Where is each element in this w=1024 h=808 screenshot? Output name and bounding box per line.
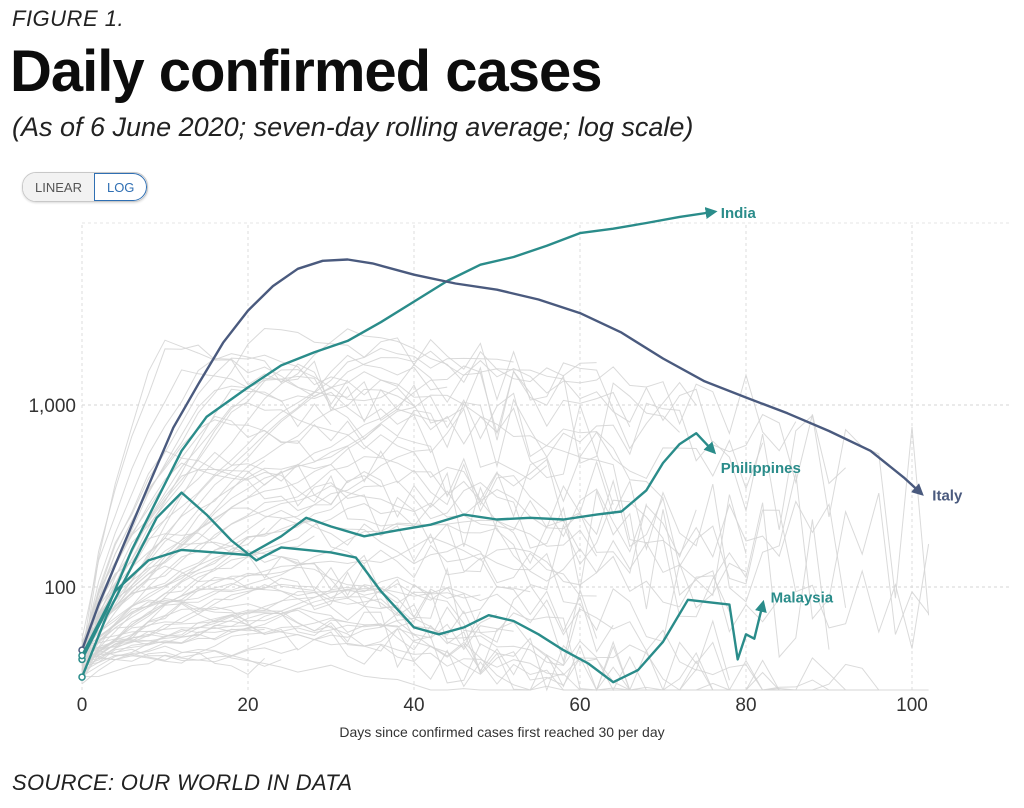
- background-country-line: [81, 626, 713, 691]
- background-country-line: [81, 647, 298, 663]
- background-country-line: [81, 369, 664, 646]
- series-label-india: India: [721, 205, 757, 222]
- series-line-italy: [80, 258, 924, 651]
- background-country-line: [81, 415, 697, 647]
- background-country-line: [81, 576, 481, 665]
- log-scale-button[interactable]: LOG: [93, 173, 148, 201]
- line-chart: 0 20 40 60 80 100 100 1,000 Days since confirmed…: [28, 205, 1010, 740]
- series-line-malaysia: [80, 491, 767, 684]
- background-country-line: [81, 354, 631, 660]
- background-country-line: [81, 645, 265, 676]
- background-country-line: [81, 550, 598, 672]
- background-country-line: [81, 394, 764, 642]
- background-country-line: [81, 588, 431, 666]
- background-country-line: [81, 507, 747, 673]
- x-tick-label: 100: [896, 695, 928, 716]
- background-country-line: [81, 328, 597, 661]
- series-start-point: [78, 651, 86, 660]
- series-label-italy: Italy: [932, 488, 963, 505]
- background-country-line: [81, 519, 598, 654]
- background-country-line: [81, 485, 498, 655]
- background-country-line: [81, 462, 747, 673]
- background-country-line: [81, 583, 514, 674]
- y-tick-label: 1,000: [28, 396, 76, 417]
- x-tick-label: 20: [237, 695, 258, 716]
- linear-scale-button[interactable]: LINEAR: [23, 173, 94, 201]
- chart-subtitle: (As of 6 June 2020; seven-day rolling av…: [12, 112, 694, 142]
- x-tick-label: 60: [569, 695, 590, 716]
- highlighted-series: [78, 207, 924, 684]
- chart-labels: India Italy Philippines Malaysia: [721, 205, 963, 607]
- series-line-india: [80, 207, 718, 660]
- background-country-line: [81, 339, 680, 670]
- background-country-line: [81, 357, 614, 655]
- source-note: SOURCE: OUR WORLD IN DATA: [12, 770, 353, 795]
- series-start-point: [78, 673, 86, 681]
- background-country-line: [81, 402, 847, 651]
- background-country-line: [81, 388, 548, 676]
- x-axis-label: Days since confirmed cases first reached…: [339, 724, 664, 740]
- background-country-line: [81, 586, 730, 681]
- background-country-line: [81, 424, 382, 658]
- background-country-line: [81, 617, 863, 692]
- background-country-line: [81, 588, 265, 650]
- background-country-line: [81, 584, 481, 661]
- background-country-line: [81, 537, 498, 644]
- background-country-line: [81, 369, 930, 640]
- series-label-philippines: Philippines: [721, 460, 801, 477]
- background-country-line: [81, 536, 730, 655]
- chart-title: Daily confirmed cases: [10, 39, 603, 104]
- figure-label: FIGURE 1.: [12, 6, 125, 31]
- background-country-line: [81, 620, 631, 692]
- x-tick-label: 40: [403, 695, 424, 716]
- background-country-line: [81, 463, 647, 661]
- background-country-line: [81, 419, 929, 644]
- y-tick-label: 100: [44, 578, 76, 599]
- background-country-line: [81, 354, 448, 660]
- background-country-line: [81, 566, 614, 673]
- x-tick-label: 0: [77, 695, 88, 716]
- series-line-philippines: [80, 432, 717, 657]
- background-country-line: [81, 450, 830, 662]
- background-country-line: [81, 527, 265, 662]
- background-country-line: [81, 509, 531, 671]
- background-country-line: [81, 449, 431, 666]
- x-tick-label: 80: [735, 695, 756, 716]
- background-country-lines: [81, 327, 930, 692]
- scale-toggle: LINEAR LOG: [22, 172, 149, 202]
- background-country-line: [81, 350, 797, 655]
- background-country-line: [81, 451, 349, 681]
- series-label-malaysia: Malaysia: [771, 590, 834, 607]
